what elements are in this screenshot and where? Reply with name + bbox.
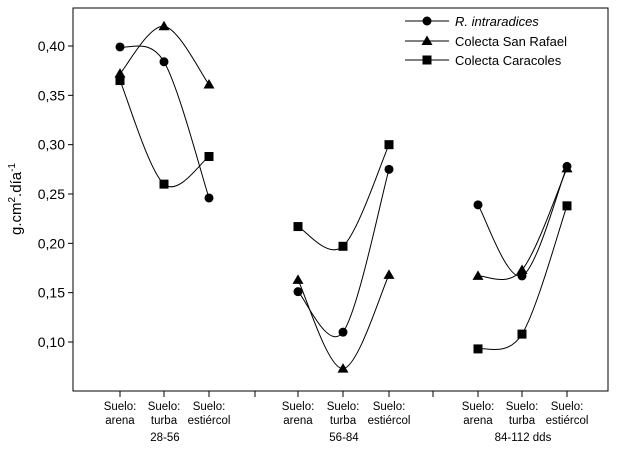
y-tick-label: 0,15 bbox=[38, 285, 65, 301]
data-point-square bbox=[562, 201, 572, 211]
series-colecta-san-rafael bbox=[114, 20, 573, 373]
data-point-square bbox=[338, 241, 348, 251]
data-point-square bbox=[293, 222, 303, 232]
group-labels: 28-56 56-84 84-112 dds bbox=[150, 432, 551, 444]
data-point-square bbox=[159, 179, 169, 189]
y-axis-label-sup2: -1 bbox=[7, 163, 18, 172]
data-point-triangle bbox=[292, 274, 304, 284]
data-point-triangle bbox=[337, 363, 349, 373]
category-label: Suelo: arena bbox=[282, 401, 315, 427]
y-tick-label: 0,35 bbox=[38, 87, 65, 103]
y-axis-label: g.cm2.día-1 bbox=[7, 163, 25, 235]
data-point-triangle bbox=[158, 20, 170, 31]
category-labels: Suelo: arena Suelo: turba Suelo: estiércol Sue… bbox=[104, 401, 589, 427]
data-point-triangle bbox=[114, 68, 126, 78]
series-line-colecta-san-rafael bbox=[477, 168, 568, 280]
x-tick-marks bbox=[119, 391, 568, 397]
series-line-colecta-caracoles bbox=[297, 144, 390, 251]
data-point-circle bbox=[384, 164, 394, 174]
y-axis-label-mid: .día bbox=[8, 171, 25, 197]
series-line-colecta-caracoles bbox=[477, 205, 568, 351]
data-point-circle bbox=[159, 57, 169, 67]
category-label: Suelo: estiércol bbox=[188, 401, 231, 427]
series-line-colecta-caracoles bbox=[119, 80, 210, 188]
group-label: 84-112 dds bbox=[495, 432, 552, 444]
legend-label-r-intraradices: R. intraradices bbox=[455, 14, 539, 29]
y-tick-label: 0,30 bbox=[38, 137, 65, 153]
group-label: 56-84 bbox=[329, 432, 359, 444]
category-label: Suelo: estiércol bbox=[546, 401, 589, 427]
y-tick-labels: 0,10 0,15 0,20 0,25 0,30 0,35 0,40 bbox=[38, 38, 65, 350]
series-line-r-intraradices bbox=[297, 169, 390, 337]
series-line-r-intraradices bbox=[119, 45, 210, 199]
series-colecta-caracoles bbox=[115, 76, 572, 354]
data-point-circle bbox=[473, 200, 483, 210]
y-tick-label: 0,20 bbox=[38, 235, 65, 251]
series-layer bbox=[114, 20, 573, 373]
data-point-square bbox=[204, 152, 214, 162]
legend-label-colecta-caracoles: Colecta Caracoles bbox=[455, 53, 562, 68]
plot-frame bbox=[72, 7, 609, 392]
series-r-intraradices bbox=[115, 42, 572, 337]
category-label: Suelo: estiércol bbox=[368, 401, 411, 427]
data-point-triangle bbox=[472, 270, 484, 280]
legend-marker-triangle bbox=[421, 35, 433, 45]
y-tick-label: 0,10 bbox=[38, 334, 65, 350]
y-tick-marks bbox=[68, 45, 73, 343]
data-point-circle bbox=[293, 287, 303, 297]
data-point-circle bbox=[115, 42, 125, 52]
series-line-r-intraradices bbox=[477, 166, 568, 277]
data-point-triangle bbox=[203, 78, 215, 89]
data-point-triangle bbox=[561, 162, 573, 173]
data-point-triangle bbox=[516, 264, 528, 274]
data-point-square bbox=[384, 140, 394, 150]
y-axis-label-main: g.cm bbox=[8, 202, 25, 235]
legend-label-colecta-san-rafael: Colecta San Rafael bbox=[455, 34, 567, 49]
category-label: Suelo: turba bbox=[148, 401, 181, 427]
y-tick-label: 0,40 bbox=[38, 38, 65, 54]
legend: R. intraradices Colecta San Rafael Colec… bbox=[405, 14, 567, 68]
category-label: Suelo: arena bbox=[462, 401, 495, 427]
series-line-colecta-san-rafael bbox=[297, 274, 390, 370]
data-point-circle bbox=[204, 193, 214, 203]
group-label: 28-56 bbox=[150, 432, 179, 444]
category-label: Suelo: turba bbox=[327, 401, 360, 427]
legend-marker-square bbox=[422, 55, 432, 65]
series-line-colecta-san-rafael bbox=[119, 25, 210, 85]
data-point-square bbox=[517, 329, 527, 339]
y-axis-label-sup1: 2 bbox=[7, 196, 18, 202]
y-tick-label: 0,25 bbox=[38, 186, 65, 202]
legend-marker-circle bbox=[422, 16, 432, 26]
category-label: Suelo: arena bbox=[104, 401, 137, 427]
data-point-square bbox=[115, 76, 125, 86]
data-point-triangle bbox=[383, 269, 395, 279]
category-label: Suelo: turba bbox=[506, 401, 539, 427]
data-point-square bbox=[473, 344, 483, 354]
data-point-circle bbox=[338, 327, 348, 337]
